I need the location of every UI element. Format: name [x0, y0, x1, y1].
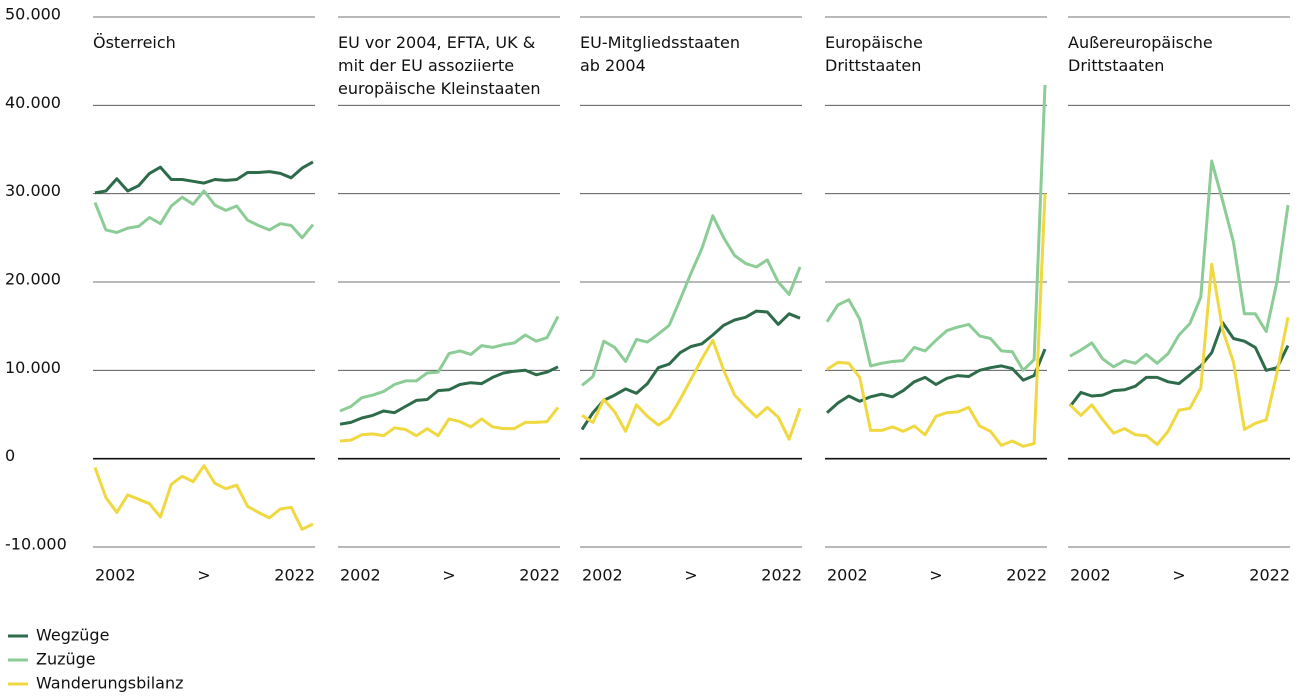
x-tick-label: 2002 [340, 566, 381, 585]
series-line [339, 365, 559, 426]
series-line [93, 464, 314, 531]
series-line [339, 406, 560, 443]
series-line [826, 193, 1047, 448]
panel-title: Außereuropäische Drittstaaten [1068, 33, 1213, 75]
x-tick-label: 2002 [1070, 566, 1111, 585]
x-tick-label: 2002 [582, 566, 623, 585]
series-line [1069, 159, 1290, 369]
x-tick-label: > [442, 566, 455, 585]
legend-label: Wanderungsbilanz [36, 674, 183, 693]
legend-label: Zuzüge [36, 650, 96, 669]
y-tick-label: 40.000 [5, 93, 61, 112]
x-tick-label: 2022 [519, 566, 560, 585]
y-tick-label: 0 [5, 446, 15, 465]
x-tick-label: > [197, 566, 210, 585]
series-line [1068, 262, 1290, 446]
x-tick-label: 2002 [827, 566, 868, 585]
x-tick-label: > [1172, 566, 1185, 585]
series-line [1068, 321, 1290, 408]
x-tick-label: 2002 [95, 566, 136, 585]
y-tick-label: 30.000 [5, 181, 61, 200]
panel-title: Europäische Drittstaaten [825, 33, 923, 75]
y-tick-label: 50.000 [5, 5, 61, 24]
series-line [94, 160, 314, 195]
x-tick-label: 2022 [274, 566, 315, 585]
y-tick-label: 10.000 [5, 358, 61, 377]
y-tick-label: 20.000 [5, 270, 61, 289]
series-line [339, 315, 560, 413]
panel-title: EU-Mitgliedsstaaten ab 2004 [580, 33, 740, 75]
x-tick-label: > [684, 566, 697, 585]
x-tick-label: 2022 [1249, 566, 1290, 585]
x-tick-label: 2022 [761, 566, 802, 585]
series-line [93, 189, 315, 240]
y-tick-label: -10.000 [5, 535, 67, 554]
panel-title: Österreich [93, 33, 176, 52]
series-line [581, 338, 802, 441]
x-tick-label: 2022 [1006, 566, 1047, 585]
series-line [581, 214, 802, 387]
series-line [825, 84, 1047, 372]
legend-label: Wegzüge [36, 626, 109, 645]
series-line [580, 309, 801, 431]
x-tick-label: > [929, 566, 942, 585]
panel-title: EU vor 2004, EFTA, UK & mit der EU assoz… [338, 33, 541, 98]
